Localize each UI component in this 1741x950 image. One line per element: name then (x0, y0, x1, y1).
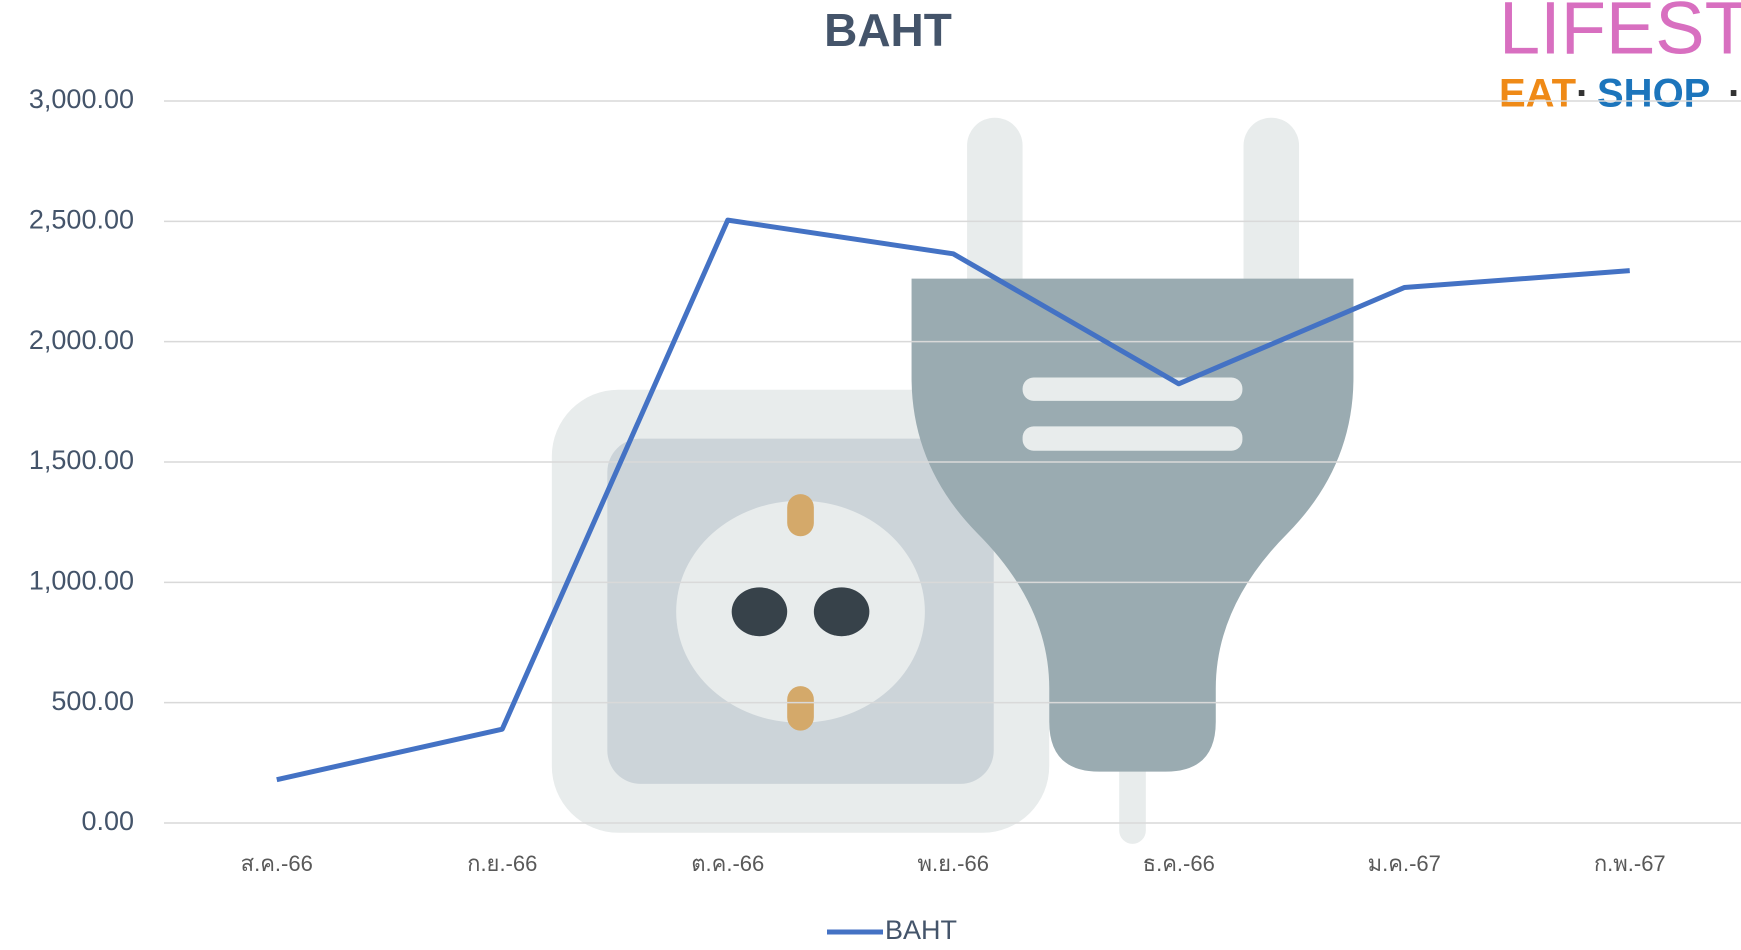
x-tick-label: ต.ค.-66 (691, 851, 764, 876)
y-tick-label: 2,500.00 (29, 204, 134, 234)
y-tick-label: 1,000.00 (29, 565, 134, 595)
logo-brand: LIFESTY (1499, 0, 1741, 70)
x-tick-label: ม.ค.-67 (1368, 851, 1441, 876)
x-tick-label: ธ.ค.-66 (1143, 851, 1215, 876)
logo-shop: SHOP (1597, 72, 1710, 116)
plug-illustration (552, 118, 1354, 844)
x-tick-label: ส.ค.-66 (241, 851, 313, 876)
legend-label: BAHT (885, 915, 957, 945)
logo-eat: EAT (1499, 72, 1576, 116)
logo-separator: · (1728, 72, 1741, 116)
y-tick-label: 1,500.00 (29, 445, 134, 475)
x-tick-label: พ.ย.-66 (918, 851, 989, 876)
chart-title: BAHT (824, 4, 952, 56)
y-tick-label: 2,000.00 (29, 325, 134, 355)
logo-separator: · (1576, 72, 1589, 116)
y-tick-label: 3,000.00 (29, 84, 134, 114)
chart: BAHT LIFESTY EAT · SHOP · 0.00 500.00 1,00… (0, 0, 1741, 950)
y-tick-label: 0.00 (81, 806, 134, 836)
x-tick-label: ก.ย.-66 (467, 851, 537, 876)
x-tick-label: ก.พ.-67 (1594, 851, 1666, 876)
y-tick-label: 500.00 (51, 686, 134, 716)
